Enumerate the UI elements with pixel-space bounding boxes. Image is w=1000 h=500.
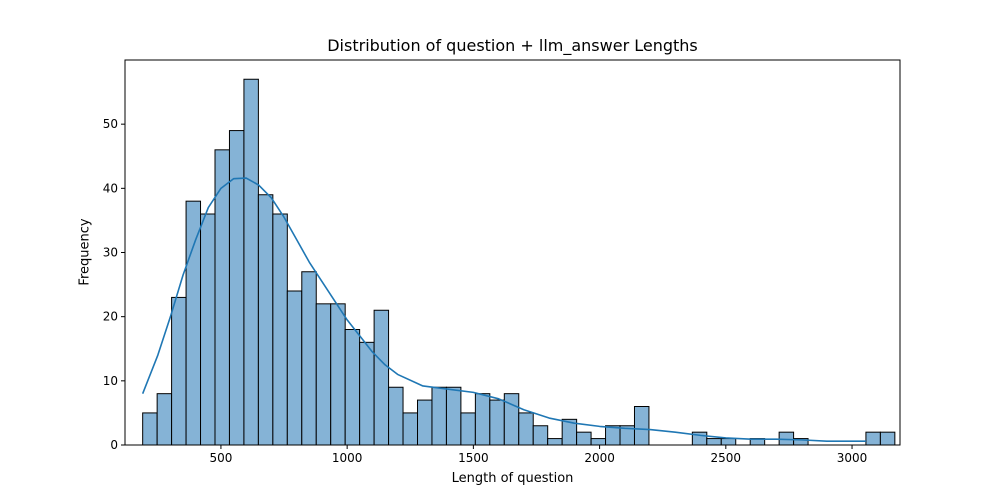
histogram-bar xyxy=(272,213,288,446)
histogram-bar xyxy=(706,438,722,446)
histogram-bar xyxy=(156,393,173,446)
y-tick-label: 30 xyxy=(103,246,118,260)
histogram-bar xyxy=(879,431,896,446)
x-tick-label: 3000 xyxy=(837,451,868,465)
histogram-bar xyxy=(243,78,259,446)
histogram-bar xyxy=(344,329,361,446)
histogram-bar xyxy=(445,386,462,446)
histogram-bar xyxy=(315,303,332,446)
histogram-bar xyxy=(185,200,202,446)
histogram-bar xyxy=(330,303,346,446)
y-tick-label: 0 xyxy=(110,438,118,452)
kde-line xyxy=(141,177,866,442)
chart-title: Distribution of question + llm_answer Le… xyxy=(327,36,698,55)
histogram-bar xyxy=(301,271,317,446)
histogram-bar xyxy=(460,412,476,446)
histogram-bar xyxy=(865,431,881,446)
x-axis-label: Length of question xyxy=(451,471,574,486)
histogram-bar xyxy=(417,399,433,446)
histogram-bar xyxy=(171,296,187,446)
x-tick-label: 1000 xyxy=(332,451,363,465)
y-tick-label: 20 xyxy=(103,310,118,324)
histogram-bar xyxy=(431,386,447,446)
histogram-bar xyxy=(633,406,650,446)
y-axis-label: Frequency xyxy=(77,218,93,286)
histogram-bar xyxy=(388,386,404,446)
histogram-bar xyxy=(532,425,549,446)
y-tick-label: 10 xyxy=(103,374,118,388)
histogram-bar xyxy=(402,412,419,446)
x-tick-label: 2500 xyxy=(711,451,742,465)
histogram-bar xyxy=(576,431,592,446)
y-tick-label: 50 xyxy=(103,117,118,131)
histogram-bar xyxy=(720,438,737,446)
histogram-bar xyxy=(200,213,216,446)
histogram-bar xyxy=(547,438,563,446)
histogram-bar xyxy=(373,309,390,446)
histogram-bar xyxy=(286,290,303,446)
histogram-bar xyxy=(590,438,607,446)
histogram-bar xyxy=(605,425,621,446)
x-tick-label: 500 xyxy=(209,451,232,465)
y-tick-label: 40 xyxy=(103,181,118,195)
histogram-bar xyxy=(359,341,375,446)
histogram-bar xyxy=(474,393,491,446)
histogram-bar xyxy=(142,412,158,446)
histogram-bar xyxy=(489,399,505,446)
histogram-bar xyxy=(257,194,274,446)
bars-group xyxy=(142,78,896,446)
histogram-bar xyxy=(518,412,534,446)
x-tick-label: 1500 xyxy=(458,451,489,465)
x-tick-label: 2000 xyxy=(584,451,615,465)
